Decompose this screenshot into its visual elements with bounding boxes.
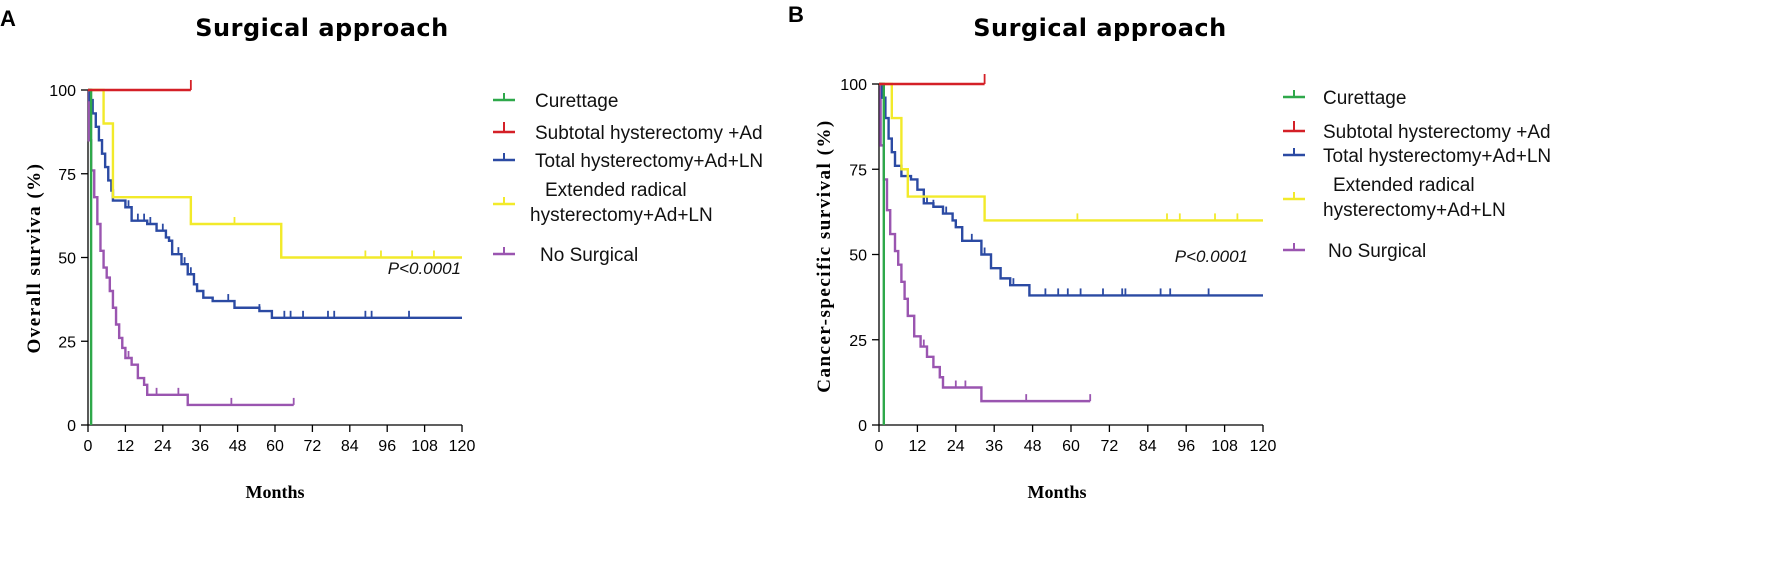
legend-label-subtotal: Subtotal hysterectomy +Ad bbox=[1323, 122, 1551, 143]
panel-b-legend: Curettage Subtotal hysterectomy +Ad Total … bbox=[1283, 88, 1551, 262]
x-tick-label: 36 bbox=[191, 438, 209, 455]
panel-a: A Surgical approach 0 12 24 36 48 60 72 84 96 108… bbox=[0, 6, 763, 502]
legend-item-subtotal: Subtotal hysterectomy +Ad bbox=[493, 122, 763, 144]
legend-item-none: No Surgical bbox=[493, 245, 638, 266]
legend-item-extended: Extended radical hysterectomy+Ad+LN bbox=[1283, 175, 1506, 221]
legend-label-subtotal: Subtotal hysterectomy +Ad bbox=[535, 123, 763, 144]
x-tick-label: 24 bbox=[154, 438, 172, 455]
x-tick-label: 60 bbox=[266, 438, 284, 455]
panel-a-letter: A bbox=[0, 6, 16, 31]
legend-item-total: Total hysterectomy+Ad+LN bbox=[1283, 146, 1551, 167]
panel-a-p-value: P<0.0001 bbox=[388, 259, 461, 278]
y-tick-label: 25 bbox=[58, 334, 76, 351]
x-tick-label: 120 bbox=[1250, 438, 1277, 455]
y-tick-label: 0 bbox=[858, 418, 867, 435]
legend-label-total: Total hysterectomy+Ad+LN bbox=[535, 151, 763, 172]
x-tick-label: 72 bbox=[304, 438, 322, 455]
legend-label-curettage: Curettage bbox=[1323, 88, 1406, 109]
x-tick-label: 36 bbox=[985, 438, 1003, 455]
x-tick-label: 12 bbox=[117, 438, 135, 455]
panel-a-legend: Curettage Subtotal hysterectomy +Ad Total … bbox=[493, 91, 763, 266]
x-tick-label: 84 bbox=[1139, 438, 1157, 455]
x-tick-label: 72 bbox=[1101, 438, 1119, 455]
series-line-total bbox=[879, 82, 1263, 297]
legend-item-curettage: Curettage bbox=[1283, 88, 1406, 109]
x-tick-label: 120 bbox=[449, 438, 476, 455]
legend-item-extended: Extended radical hysterectomy+Ad+LN bbox=[493, 180, 713, 226]
panel-b-p-value: P<0.0001 bbox=[1175, 247, 1248, 266]
legend-label-extended-line2: hysterectomy+Ad+LN bbox=[1323, 200, 1506, 221]
x-tick-label: 60 bbox=[1062, 438, 1080, 455]
series-line-total bbox=[88, 88, 462, 319]
x-tick-label: 12 bbox=[909, 438, 927, 455]
x-tick-label: 96 bbox=[378, 438, 396, 455]
panel-b-letter: B bbox=[788, 2, 804, 27]
series-line-extended bbox=[879, 82, 1263, 222]
legend-label-curettage: Curettage bbox=[535, 91, 618, 112]
panel-a-plot-area: 0 12 24 36 48 60 72 84 96 108 120 0 25 50 75 100 Overall… bbox=[24, 80, 475, 502]
legend-label-total: Total hysterectomy+Ad+LN bbox=[1323, 146, 1551, 167]
legend-label-none: No Surgical bbox=[1328, 241, 1426, 262]
y-tick-label: 75 bbox=[58, 167, 76, 184]
y-axis-label: Cancer-specific survival (%) bbox=[814, 119, 835, 392]
panel-b: B Surgical approach 0 12 24 36 48 60 72 84 96 108… bbox=[788, 2, 1551, 502]
x-tick-label: 24 bbox=[947, 438, 965, 455]
y-axis-label: Overall surviva (%) bbox=[24, 162, 45, 353]
panel-a-title: Surgical approach bbox=[195, 14, 449, 42]
x-tick-label: 84 bbox=[341, 438, 359, 455]
y-tick-label: 100 bbox=[49, 83, 76, 100]
y-tick-label: 0 bbox=[67, 418, 76, 435]
series-line-none bbox=[87, 88, 294, 407]
y-tick-label: 25 bbox=[849, 333, 867, 350]
series-line-extended bbox=[88, 88, 462, 259]
panel-b-title: Surgical approach bbox=[973, 14, 1227, 42]
y-tick-label: 50 bbox=[849, 248, 867, 265]
legend-item-total: Total hysterectomy+Ad+LN bbox=[493, 151, 763, 172]
x-tick-label: 0 bbox=[84, 438, 93, 455]
legend-label-none: No Surgical bbox=[540, 245, 638, 266]
y-tick-label: 100 bbox=[840, 77, 867, 94]
series-line-none bbox=[879, 82, 1091, 403]
y-tick-label: 50 bbox=[58, 251, 76, 268]
legend-item-subtotal: Subtotal hysterectomy +Ad bbox=[1283, 121, 1551, 143]
legend-item-none: No Surgical bbox=[1283, 241, 1426, 262]
x-tick-label: 48 bbox=[1024, 438, 1042, 455]
x-tick-label: 96 bbox=[1177, 438, 1195, 455]
x-tick-label: 108 bbox=[1211, 438, 1238, 455]
panel-b-plot-area: 0 12 24 36 48 60 72 84 96 108 120 0 25 50 75 100 Cancer-… bbox=[814, 74, 1276, 502]
x-axis-label: Months bbox=[1027, 482, 1086, 502]
legend-label-extended: Extended radical bbox=[1333, 175, 1475, 196]
y-tick-label: 75 bbox=[849, 162, 867, 179]
legend-label-extended-line2: hysterectomy+Ad+LN bbox=[530, 205, 713, 226]
legend-label-extended: Extended radical bbox=[545, 180, 687, 201]
x-tick-label: 48 bbox=[229, 438, 247, 455]
x-tick-label: 108 bbox=[411, 438, 438, 455]
x-tick-label: 0 bbox=[875, 438, 884, 455]
legend-item-curettage: Curettage bbox=[493, 91, 618, 112]
x-axis-label: Months bbox=[245, 482, 304, 502]
